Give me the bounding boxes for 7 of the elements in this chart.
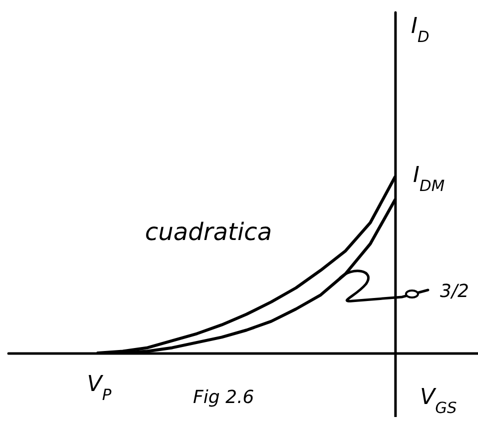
text: V$_{P}$ xyxy=(87,372,112,404)
text: cuadratica xyxy=(145,218,272,246)
caption: Fig 2.6 xyxy=(193,387,254,408)
text: I$_{D}$ xyxy=(411,14,430,46)
legend-label: 3/2 xyxy=(440,281,469,302)
text: I$_{DM}$ xyxy=(413,163,445,195)
x-axis-title: V$_{GS}$ xyxy=(420,385,457,417)
